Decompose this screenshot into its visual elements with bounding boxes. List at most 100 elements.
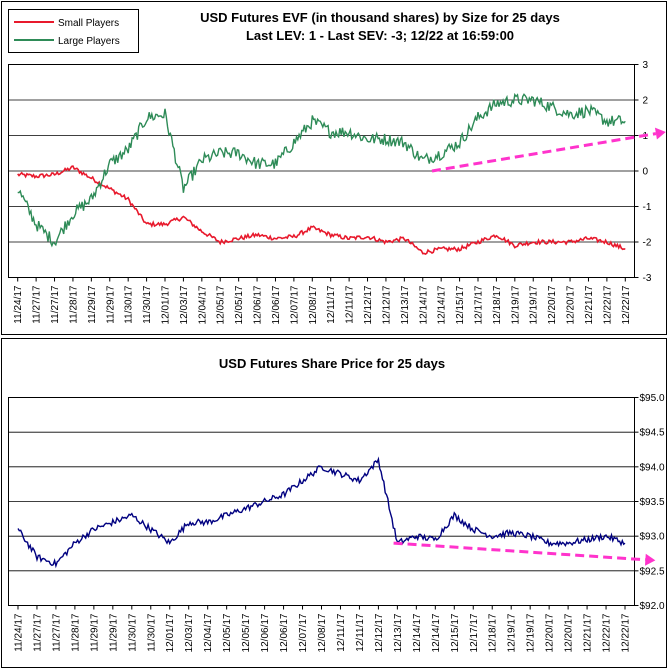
x-tick-label: 11/27/17: [51, 613, 62, 652]
top-trendline: [431, 132, 657, 173]
bottom-chart-title: USD Futures Share Price for 25 days: [219, 356, 445, 371]
y-tick-label: $93.0: [640, 532, 665, 543]
x-tick-label: 12/05/17: [241, 613, 252, 652]
x-tick-label: 12/21/17: [583, 613, 594, 652]
x-tick-label: 12/15/17: [455, 285, 466, 324]
x-tick-label: 12/06/17: [260, 613, 271, 652]
x-tick-label: 11/29/17: [105, 285, 116, 324]
x-tick-label: 12/14/17: [418, 285, 429, 324]
x-tick-label: 12/12/17: [374, 613, 385, 652]
legend-label-small-players: Small Players: [58, 18, 119, 29]
x-tick-label: 12/19/17: [526, 613, 537, 652]
x-tick-label: 12/20/17: [564, 613, 575, 652]
x-tick-label: 12/11/17: [336, 613, 347, 652]
top-chart-frame: [1, 1, 667, 335]
x-tick-label: 12/20/17: [545, 613, 556, 652]
y-tick-label: 3: [643, 60, 649, 71]
x-tick-label: 12/05/17: [222, 613, 233, 652]
x-tick-label: 12/08/17: [308, 285, 319, 324]
y-tick-label: $94.5: [640, 428, 665, 439]
x-tick-label: 12/21/17: [584, 285, 595, 324]
x-tick-label: 12/13/17: [400, 285, 411, 324]
bottom-chart-frame: [1, 338, 667, 668]
x-tick-label: 11/30/17: [142, 285, 153, 324]
y-tick-label: $92.5: [640, 566, 665, 577]
x-tick-label: 12/06/17: [253, 285, 264, 324]
x-tick-label: 11/29/17: [108, 613, 119, 652]
x-tick-label: 12/05/17: [216, 285, 227, 324]
y-tick-label: $92.0: [640, 601, 665, 612]
x-tick-label: 12/06/17: [271, 285, 282, 324]
x-tick-label: 12/04/17: [197, 285, 208, 324]
x-tick-label: 12/18/17: [492, 285, 503, 324]
y-tick-label: -2: [643, 238, 652, 249]
x-tick-label: 11/29/17: [87, 285, 98, 324]
x-tick-label: 12/19/17: [507, 613, 518, 652]
top-chart-title-line2: Last LEV: 1 - Last SEV: -3; 12/22 at 16:…: [246, 28, 514, 43]
y-tick-label: 2: [643, 96, 649, 107]
x-tick-label: 12/17/17: [474, 285, 485, 324]
bottom-trendline-arrowhead: [644, 553, 656, 566]
x-tick-label: 11/27/17: [32, 285, 43, 324]
x-tick-label: 12/20/17: [566, 285, 577, 324]
top-x-axis-ticks: 11/24/17 11/27/17 11/27/17 11/28/17 11/29/17…: [13, 277, 632, 324]
legend-label-large-players: Large Players: [58, 36, 120, 47]
x-tick-label: 12/19/17: [529, 285, 540, 324]
y-tick-label: $94.0: [640, 462, 665, 473]
x-tick-label: 11/30/17: [127, 613, 138, 652]
x-tick-label: 11/27/17: [50, 285, 61, 324]
y-tick-label: -3: [643, 273, 652, 284]
y-tick-label: $93.5: [640, 497, 665, 508]
bottom-x-axis-ticks: 11/24/17 11/27/17 11/27/17 11/28/17 11/29/17…: [13, 605, 632, 652]
x-tick-label: 12/01/17: [161, 285, 172, 324]
x-tick-label: 12/01/17: [165, 613, 176, 652]
series-line-share-price: [17, 456, 626, 569]
x-tick-label: 11/29/17: [89, 613, 100, 652]
x-tick-label: 12/22/17: [621, 285, 632, 324]
x-tick-label: 11/30/17: [146, 613, 157, 652]
x-tick-label: 12/14/17: [412, 613, 423, 652]
series-line-large-players: [17, 92, 626, 248]
top-plot-gridlines: [8, 99, 635, 243]
x-tick-label: 12/22/17: [621, 613, 632, 652]
top-chart-title-line1: USD Futures EVF (in thousand shares) by …: [200, 10, 560, 25]
x-tick-label: 12/22/17: [602, 613, 613, 652]
top-trendline-arrowhead: [654, 127, 666, 140]
x-tick-label: 11/27/17: [32, 613, 43, 652]
series-line-small-players: [17, 165, 626, 256]
y-tick-label: $95.0: [640, 393, 665, 404]
x-tick-label: 12/14/17: [437, 285, 448, 324]
x-tick-label: 12/11/17: [355, 613, 366, 652]
x-tick-label: 12/12/17: [381, 285, 392, 324]
x-tick-label: 11/28/17: [68, 285, 79, 324]
x-tick-label: 12/07/17: [298, 613, 309, 652]
y-tick-label: -1: [643, 202, 652, 213]
x-tick-label: 12/12/17: [363, 285, 374, 324]
x-tick-label: 12/07/17: [289, 285, 300, 324]
bottom-y-axis-ticks: $95.0 $94.5 $94.0 $93.5 $93.0 $92.5 $92.0: [634, 393, 665, 612]
x-tick-label: 11/28/17: [70, 613, 81, 652]
y-tick-label: 0: [643, 167, 649, 178]
x-tick-label: 12/19/17: [510, 285, 521, 324]
x-tick-label: 11/24/17: [13, 285, 24, 324]
x-tick-label: 12/06/17: [279, 613, 290, 652]
legend: Small Players Large Players: [8, 9, 139, 53]
x-tick-label: 12/04/17: [203, 613, 214, 652]
x-tick-label: 12/14/17: [431, 613, 442, 652]
x-tick-label: 12/22/17: [602, 285, 613, 324]
x-tick-label: 12/20/17: [547, 285, 558, 324]
x-tick-label: 12/11/17: [345, 285, 356, 324]
x-tick-label: 11/30/17: [124, 285, 135, 324]
x-tick-label: 12/15/17: [450, 613, 461, 652]
x-tick-label: 12/13/17: [393, 613, 404, 652]
x-tick-label: 11/24/17: [13, 613, 24, 652]
x-tick-label: 12/05/17: [234, 285, 245, 324]
x-tick-label: 12/03/17: [184, 613, 195, 652]
x-tick-label: 12/11/17: [326, 285, 337, 324]
x-tick-label: 12/08/17: [317, 613, 328, 652]
bottom-trendline: [393, 541, 646, 562]
x-tick-label: 12/03/17: [179, 285, 190, 324]
x-tick-label: 12/18/17: [488, 613, 499, 652]
x-tick-label: 12/17/17: [469, 613, 480, 652]
